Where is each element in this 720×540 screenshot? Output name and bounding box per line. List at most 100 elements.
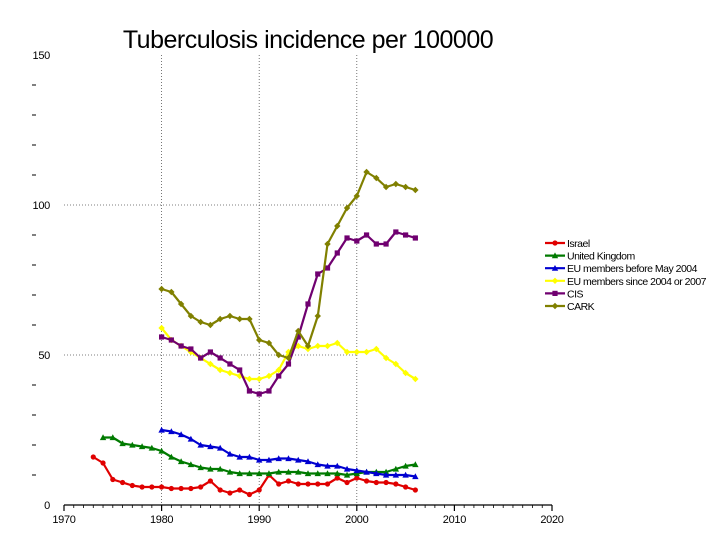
data-point-cark — [363, 168, 370, 176]
x-tick-label: 1980 — [150, 514, 173, 526]
data-point-united-kingdom — [402, 462, 409, 469]
data-point-eu-members-before-may-2004 — [295, 456, 302, 463]
data-point-israel — [276, 481, 282, 487]
data-point-eu-members-before-may-2004 — [226, 450, 234, 457]
data-point-eu-members-before-may-2004 — [314, 461, 321, 468]
series-israel — [90, 454, 418, 498]
data-point-cark — [285, 354, 292, 362]
data-point-cis — [295, 334, 301, 340]
data-point-eu-members-before-may-2004 — [412, 473, 419, 480]
x-tick-label: 1970 — [52, 514, 75, 526]
data-point-cark — [246, 315, 253, 323]
data-point-eu-members-before-may-2004 — [353, 467, 360, 474]
data-point-eu-members-since-2004-or-2007 — [256, 375, 263, 383]
data-point-israel — [198, 484, 204, 490]
data-point-israel — [373, 479, 379, 486]
data-point-cis — [246, 388, 253, 394]
legend-label: Israel — [567, 238, 590, 250]
data-point-cark — [314, 312, 321, 320]
data-point-eu-members-before-may-2004 — [363, 468, 370, 475]
legend-marker — [552, 240, 558, 246]
data-point-cark — [382, 183, 390, 191]
data-point-eu-members-since-2004-or-2007 — [324, 342, 331, 350]
data-point-united-kingdom — [285, 468, 292, 475]
legend-label: EU members since 2004 or 2007 — [567, 276, 707, 288]
data-point-united-kingdom — [119, 440, 126, 447]
data-point-israel — [149, 484, 155, 490]
data-point-cark — [177, 300, 185, 308]
data-point-cis — [412, 235, 418, 241]
data-point-israel — [295, 481, 301, 487]
data-point-israel — [393, 481, 399, 487]
data-point-cis — [256, 391, 262, 397]
x-tick-label: 2010 — [443, 514, 466, 526]
data-point-eu-members-since-2004-or-2007 — [226, 369, 234, 377]
series-line-israel — [92, 456, 416, 496]
x-tick-label: 1990 — [248, 514, 271, 526]
data-point-israel — [90, 454, 96, 460]
data-point-israel — [354, 475, 360, 481]
data-point-eu-members-before-may-2004 — [216, 444, 224, 451]
series-united-kingdom — [99, 434, 419, 478]
data-point-eu-members-since-2004-or-2007 — [363, 348, 370, 356]
data-point-cark — [412, 186, 419, 194]
data-point-cis — [159, 334, 165, 340]
data-point-cis — [285, 361, 292, 367]
legend-label: CIS — [567, 288, 584, 300]
data-point-israel — [217, 487, 223, 493]
data-point-eu-members-before-may-2004 — [187, 435, 195, 442]
data-point-cis — [373, 241, 379, 247]
data-point-cis — [354, 238, 360, 244]
data-point-israel — [412, 487, 418, 493]
data-point-cis — [305, 301, 311, 307]
data-point-united-kingdom — [314, 470, 321, 477]
data-point-united-kingdom — [256, 470, 263, 477]
series-cark — [158, 168, 419, 362]
data-point-eu-members-since-2004-or-2007 — [216, 366, 224, 374]
data-point-united-kingdom — [265, 470, 273, 477]
data-point-cis — [315, 271, 321, 277]
data-point-cark — [304, 342, 312, 350]
data-point-united-kingdom — [99, 434, 107, 441]
data-point-eu-members-before-may-2004 — [304, 458, 312, 465]
data-point-cis — [276, 373, 282, 379]
data-point-eu-members-since-2004-or-2007 — [207, 360, 214, 368]
data-point-eu-members-since-2004-or-2007 — [392, 360, 400, 368]
series-eu-members-since-2004-or-2007 — [158, 324, 419, 383]
data-point-eu-members-since-2004-or-2007 — [382, 354, 390, 362]
axes: 0 50 100 150 1970 1980 1990 2000 2010 2020 — [32, 50, 564, 526]
data-point-eu-members-before-may-2004 — [343, 465, 351, 472]
series-eu-members-before-may-2004 — [158, 426, 419, 480]
data-point-cis — [324, 265, 331, 271]
data-point-israel — [403, 484, 409, 490]
data-point-eu-members-before-may-2004 — [275, 455, 282, 462]
data-point-eu-members-since-2004-or-2007 — [412, 375, 419, 383]
series-line-cark — [161, 170, 416, 360]
legend-marker — [551, 252, 559, 259]
data-point-united-kingdom — [246, 470, 253, 477]
legend-item-eu-members-before-may-2004: EU members before May 2004 — [545, 263, 698, 275]
data-point-cark — [373, 174, 380, 182]
data-point-cark — [187, 312, 195, 320]
data-point-cis — [363, 232, 370, 238]
data-point-eu-members-since-2004-or-2007 — [158, 324, 165, 332]
data-point-cark — [324, 240, 331, 248]
data-point-cark — [207, 321, 214, 329]
data-point-eu-members-since-2004-or-2007 — [373, 345, 380, 353]
data-point-eu-members-before-may-2004 — [158, 426, 165, 433]
data-point-israel — [315, 481, 321, 487]
x-tick-label: 2020 — [540, 514, 563, 526]
chart-title: Tuberculosis incidence per 100000 — [123, 26, 493, 54]
data-point-united-kingdom — [343, 471, 351, 478]
legend-item-israel: Israel — [545, 238, 590, 250]
data-point-eu-members-since-2004-or-2007 — [314, 342, 321, 350]
data-point-cis — [207, 349, 213, 355]
data-point-cark — [343, 204, 351, 212]
data-point-israel — [110, 476, 116, 483]
data-point-eu-members-since-2004-or-2007 — [265, 372, 273, 380]
data-point-eu-members-before-may-2004 — [373, 470, 380, 477]
data-point-eu-members-before-may-2004 — [334, 462, 341, 469]
data-point-israel — [139, 484, 145, 490]
legend-marker — [551, 302, 559, 310]
